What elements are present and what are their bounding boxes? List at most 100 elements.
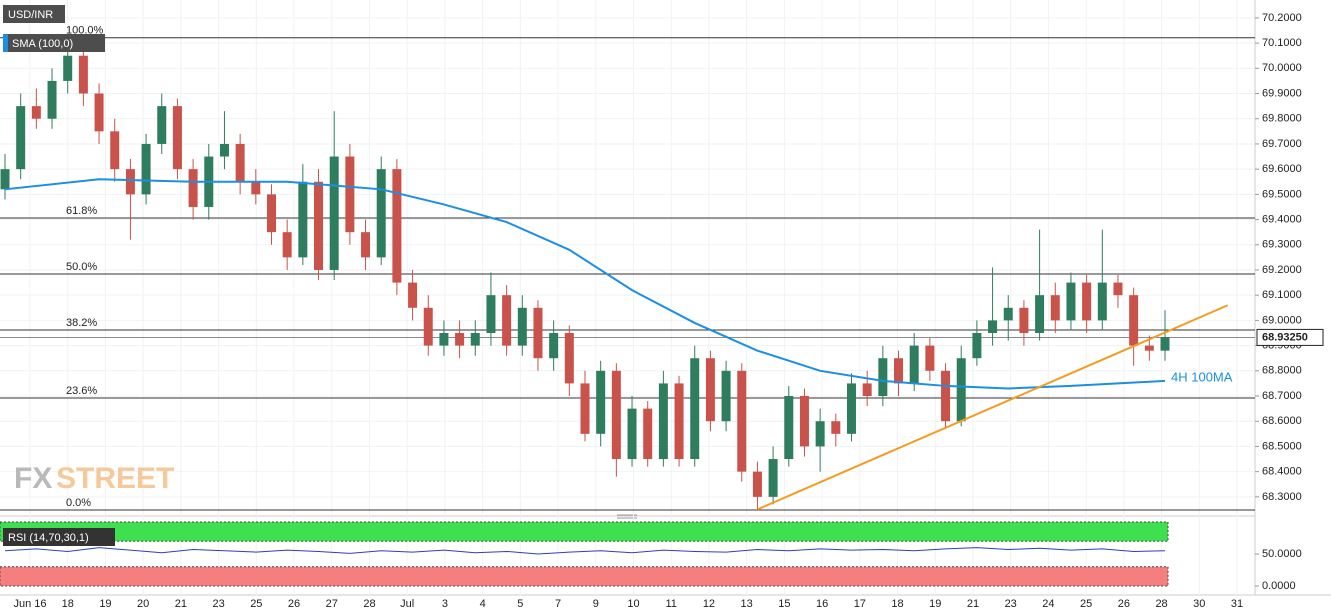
x-tick-label: 24 bbox=[1042, 598, 1054, 610]
candle-body bbox=[392, 169, 402, 283]
last-price-box bbox=[1256, 328, 1324, 346]
candle-body bbox=[752, 471, 762, 497]
x-tick-label: 18 bbox=[62, 598, 74, 610]
candle-body bbox=[784, 396, 794, 460]
watermark: STREET bbox=[56, 462, 174, 495]
y-tick-label: 68.3000 bbox=[1262, 491, 1302, 503]
rsi-pane bbox=[0, 521, 1259, 587]
candle-body bbox=[63, 55, 73, 81]
fib-label: 23.6% bbox=[66, 385, 97, 397]
candle-body bbox=[455, 332, 465, 346]
y-tick-label: 69.0000 bbox=[1262, 314, 1302, 326]
candle-body bbox=[988, 320, 998, 333]
candle-body bbox=[470, 332, 480, 346]
candle-body bbox=[125, 169, 135, 195]
candle-body bbox=[1144, 345, 1154, 351]
x-tick-label: 27 bbox=[326, 598, 338, 610]
candle-body bbox=[564, 332, 574, 384]
candle-body bbox=[141, 143, 151, 195]
candle-body bbox=[862, 383, 872, 397]
candle-body bbox=[188, 169, 198, 207]
indicator-box bbox=[3, 34, 105, 52]
y-tick-label: 69.9000 bbox=[1262, 87, 1302, 99]
candle-body bbox=[1019, 307, 1029, 333]
candle-body bbox=[31, 106, 41, 119]
rsi-label: RSI (14,70,30,1) bbox=[8, 532, 89, 544]
candle-body bbox=[110, 131, 120, 170]
plot bbox=[0, 37, 1255, 511]
rsi-line bbox=[4, 547, 1166, 555]
y-tick-label: 70.0000 bbox=[1262, 62, 1302, 74]
y-tick-label: 68.4000 bbox=[1262, 466, 1302, 478]
candle-body bbox=[251, 181, 261, 195]
x-tick-label: 26 bbox=[1118, 598, 1130, 610]
candle-body bbox=[423, 307, 433, 346]
candle-body bbox=[533, 307, 543, 359]
candle-body bbox=[235, 143, 245, 182]
candle-body bbox=[47, 80, 57, 119]
grid bbox=[0, 0, 1259, 595]
y-tick-label: 69.2000 bbox=[1262, 264, 1302, 276]
x-tick-label: 17 bbox=[854, 598, 866, 610]
x-tick-label: 19 bbox=[99, 598, 111, 610]
candle-body bbox=[909, 345, 919, 384]
candle-body bbox=[925, 345, 935, 371]
candle-body bbox=[737, 370, 747, 472]
candle-body bbox=[1035, 295, 1045, 333]
candle-body bbox=[643, 408, 653, 460]
candle-body bbox=[376, 169, 386, 258]
labels: FX STREET USD/INR SMA (100,0) 70.200070.… bbox=[3, 5, 1324, 610]
candle-body bbox=[690, 358, 700, 460]
candle-body bbox=[674, 383, 684, 460]
candle-body bbox=[1097, 282, 1107, 321]
rsi-tick-label: 50.0000 bbox=[1262, 548, 1302, 560]
last-price-label: 68.93250 bbox=[1262, 331, 1308, 343]
candle-body bbox=[0, 169, 10, 190]
x-tick-label: 4 bbox=[480, 598, 486, 610]
y-tick-label: 69.6000 bbox=[1262, 163, 1302, 175]
candle-body bbox=[1129, 295, 1139, 346]
candle-body bbox=[157, 106, 167, 144]
sma-line bbox=[4, 178, 1166, 390]
candle-body bbox=[721, 370, 731, 422]
x-tick-label: 7 bbox=[555, 598, 561, 610]
x-tick-label: 11 bbox=[666, 598, 677, 610]
candle-body bbox=[941, 370, 951, 422]
x-tick-label: 28 bbox=[363, 598, 375, 610]
x-tick-label: 12 bbox=[703, 598, 715, 610]
y-tick-label: 69.5000 bbox=[1262, 188, 1302, 200]
candle-body bbox=[486, 295, 496, 333]
candle-body bbox=[408, 282, 418, 308]
fib-label: 50.0% bbox=[66, 261, 97, 273]
x-tick-label: 5 bbox=[517, 598, 523, 610]
candle-body bbox=[439, 332, 449, 346]
y-tick-label: 68.7000 bbox=[1262, 390, 1302, 402]
candle-body bbox=[627, 408, 637, 460]
candle-body bbox=[517, 307, 527, 346]
y-tick-label: 69.7000 bbox=[1262, 138, 1302, 150]
candle-body bbox=[1066, 282, 1076, 321]
candle-body bbox=[972, 332, 982, 359]
fib-label: 0.0% bbox=[66, 497, 91, 509]
rsi-tick-label: 0.0000 bbox=[1262, 580, 1296, 592]
y-tick-label: 69.1000 bbox=[1262, 289, 1302, 301]
candle-body bbox=[894, 358, 904, 384]
candle-body bbox=[314, 181, 324, 270]
candle-body bbox=[266, 194, 276, 233]
candle-body bbox=[1113, 282, 1123, 296]
x-tick-label: 25 bbox=[1080, 598, 1092, 610]
x-tick-label: 13 bbox=[741, 598, 753, 610]
candle-body bbox=[549, 332, 559, 359]
indicator-label: SMA (100,0) bbox=[12, 38, 73, 50]
candle-body bbox=[1003, 307, 1013, 321]
candle-body bbox=[705, 358, 715, 422]
candle-body bbox=[94, 93, 104, 132]
trendline bbox=[757, 304, 1229, 511]
y-tick-label: 68.5000 bbox=[1262, 440, 1302, 452]
candle-body bbox=[658, 383, 668, 460]
x-tick-label: 18 bbox=[891, 598, 903, 610]
candle-body bbox=[799, 396, 809, 447]
candle-body bbox=[329, 156, 339, 270]
watermark: FX bbox=[14, 462, 52, 495]
